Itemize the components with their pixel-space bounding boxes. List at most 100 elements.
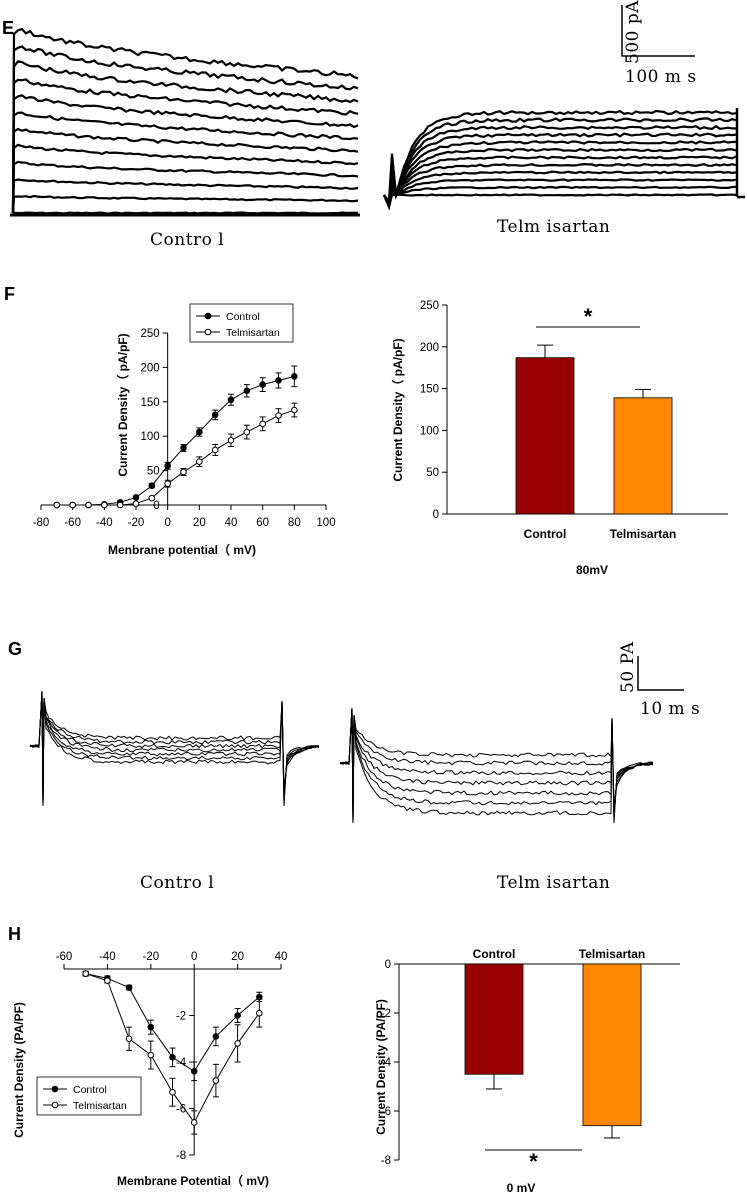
data-point-telmisartan <box>256 1009 263 1017</box>
x-tick-label: 0 <box>164 517 170 529</box>
series-line-telmisartan <box>56 409 295 506</box>
data-point-telmisartan <box>116 501 124 509</box>
y-tick-label: -8 <box>381 1155 391 1167</box>
x-tick-label: -60 <box>64 517 81 529</box>
y-tick-label: 150 <box>420 384 439 396</box>
data-point-telmisartan <box>82 970 89 977</box>
x-tick-label: 40 <box>225 517 238 529</box>
current-trace-telmisartan-E <box>383 170 737 210</box>
data-point-control <box>148 482 156 490</box>
data-point-telmisartan <box>147 1051 155 1059</box>
x-tick-label: 100 <box>316 517 335 529</box>
current-trace-G <box>29 690 320 807</box>
panel-letter-H: H <box>8 924 21 944</box>
x-tick-label: -60 <box>56 951 73 963</box>
x-tick-label: -20 <box>128 517 145 529</box>
y-tick-label: 150 <box>140 397 159 409</box>
current-trace-G <box>339 707 654 824</box>
x-tick-label: 80 <box>288 517 301 529</box>
scale-bar-lines-G <box>637 656 684 691</box>
data-point-control <box>132 494 140 501</box>
y-axis-title: Current Density (PA/PF) <box>12 1002 26 1138</box>
chart-H-bar: 0 -2 -4 -6 -8 Control Telmisartan 0 mV Current D… <box>374 947 680 1194</box>
data-point-control <box>211 411 219 419</box>
y-tick-label: 0 <box>433 509 439 521</box>
current-trace-control-E <box>11 178 359 214</box>
data-point-telmisartan <box>190 1119 198 1126</box>
current-trace-control-E <box>13 211 359 215</box>
current-trace-control-E <box>11 45 359 214</box>
data-point-control <box>125 984 133 991</box>
current-trace-control-E <box>11 27 359 214</box>
trace-label-telmisartan-E: Telm isartan <box>497 217 610 237</box>
current-trace-telmisartan-E <box>382 185 737 211</box>
data-point-control <box>180 444 187 452</box>
data-point-control <box>164 462 171 470</box>
data-point-telmisartan <box>259 420 266 428</box>
x-tick-label: 60 <box>256 517 269 529</box>
data-point-telmisartan <box>85 501 92 509</box>
data-point-telmisartan <box>169 1088 176 1096</box>
current-trace-control-E <box>11 160 359 214</box>
data-point-telmisartan <box>148 494 156 502</box>
data-point-control <box>227 396 235 404</box>
current-trace-G <box>29 690 320 807</box>
current-trace-telmisartan-E <box>383 117 737 206</box>
scale-bar-y-label-E: 500 pA <box>623 0 643 64</box>
y-axis-title: Current Density（ pA/pF) <box>390 338 405 481</box>
data-point-control <box>169 1054 176 1061</box>
data-point-telmisartan <box>234 1040 241 1047</box>
chart-F-bar: 0 50 100 150 200 250 Control Telmisartan 80mV Cur… <box>390 300 728 577</box>
panel-letter-G: G <box>8 639 22 659</box>
y-tick-label: -6 <box>381 1106 391 1118</box>
panel-G-telmisartan-traces <box>339 707 654 824</box>
legend-marker <box>51 1085 59 1093</box>
current-trace-telmisartan-E <box>383 140 737 208</box>
data-point-control <box>275 377 282 384</box>
data-point-telmisartan <box>291 406 298 414</box>
y-tick-label: -2 <box>176 1011 186 1023</box>
current-trace-telmisartan-E <box>383 155 737 209</box>
current-trace-control-E <box>11 78 359 214</box>
data-point-telmisartan <box>196 458 203 465</box>
trace-label-control-G: Contro l <box>140 873 214 893</box>
current-trace-G <box>29 690 320 807</box>
y-tick-label: 0 <box>153 500 159 512</box>
y-tick-label: 50 <box>426 467 439 479</box>
significance-asterisk: * <box>529 1149 538 1174</box>
current-trace-control-E <box>11 94 359 214</box>
category-label: Control <box>524 527 567 541</box>
data-point-control <box>147 1023 155 1031</box>
data-point-control <box>243 387 251 395</box>
x-tick-label: -20 <box>142 951 159 963</box>
x-tick-label: 0 <box>191 951 197 963</box>
data-point-control <box>291 373 298 380</box>
current-trace-control-E <box>11 127 359 214</box>
legend-box <box>189 303 294 343</box>
current-trace-G <box>339 707 654 824</box>
panel-G-control-traces <box>29 690 320 807</box>
data-point-control <box>196 428 203 436</box>
legend-marker <box>204 328 212 336</box>
current-trace-family-control <box>10 27 360 217</box>
current-trace-telmisartan-E <box>383 162 737 209</box>
current-trace-G <box>339 707 654 824</box>
x-tick-label: -40 <box>96 517 113 529</box>
y-tick-label: 100 <box>420 425 439 437</box>
data-point-telmisartan <box>125 1035 133 1043</box>
bar-control <box>464 963 524 1075</box>
category-label: Control <box>473 947 516 961</box>
data-point-telmisartan <box>211 446 219 454</box>
data-point-telmisartan <box>164 480 171 487</box>
x-tick-label: 20 <box>231 951 244 963</box>
category-label: Telmisartan <box>579 947 645 961</box>
y-tick-label: -4 <box>381 1057 392 1069</box>
current-trace-telmisartan-E <box>383 132 737 207</box>
current-trace-family-telmisartan-G <box>339 707 654 824</box>
x-axis-title: 0 mV <box>507 1181 536 1194</box>
y-tick-label: 250 <box>140 328 159 340</box>
data-point-telmisartan <box>227 437 235 444</box>
x-tick-label: -80 <box>33 517 50 529</box>
current-trace-telmisartan-E <box>383 124 737 206</box>
